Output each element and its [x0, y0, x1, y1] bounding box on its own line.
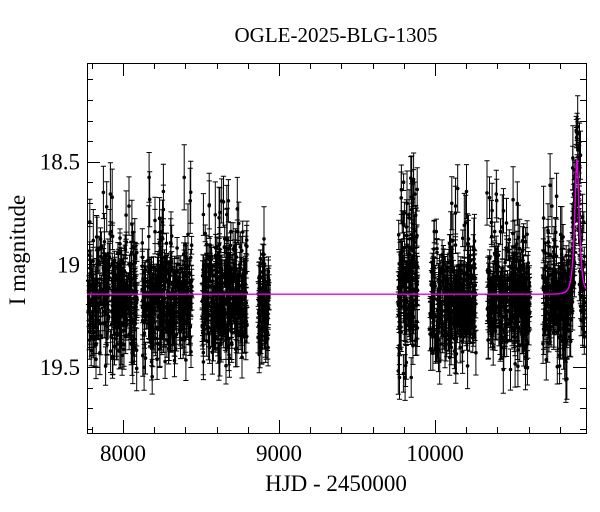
plot-title: OGLE-2025-BLG-1305 [235, 23, 438, 47]
y-tick-label: 19.5 [40, 355, 80, 380]
axis-tick-labels: 8000 9000 10000 18.5 19 19.5 [40, 150, 464, 466]
y-tick-label: 19 [57, 252, 80, 277]
x-tick-label: 8000 [100, 441, 146, 466]
y-axis-label: I magnitude [5, 195, 30, 306]
y-tick-label: 18.5 [40, 150, 80, 175]
x-tick-label: 9000 [256, 441, 302, 466]
x-axis-label: HJD - 2450000 [265, 471, 407, 496]
x-tick-label: 10000 [406, 441, 464, 466]
data-error-bars [85, 95, 588, 403]
model-curve [87, 158, 587, 295]
plot-frame [87, 63, 587, 434]
